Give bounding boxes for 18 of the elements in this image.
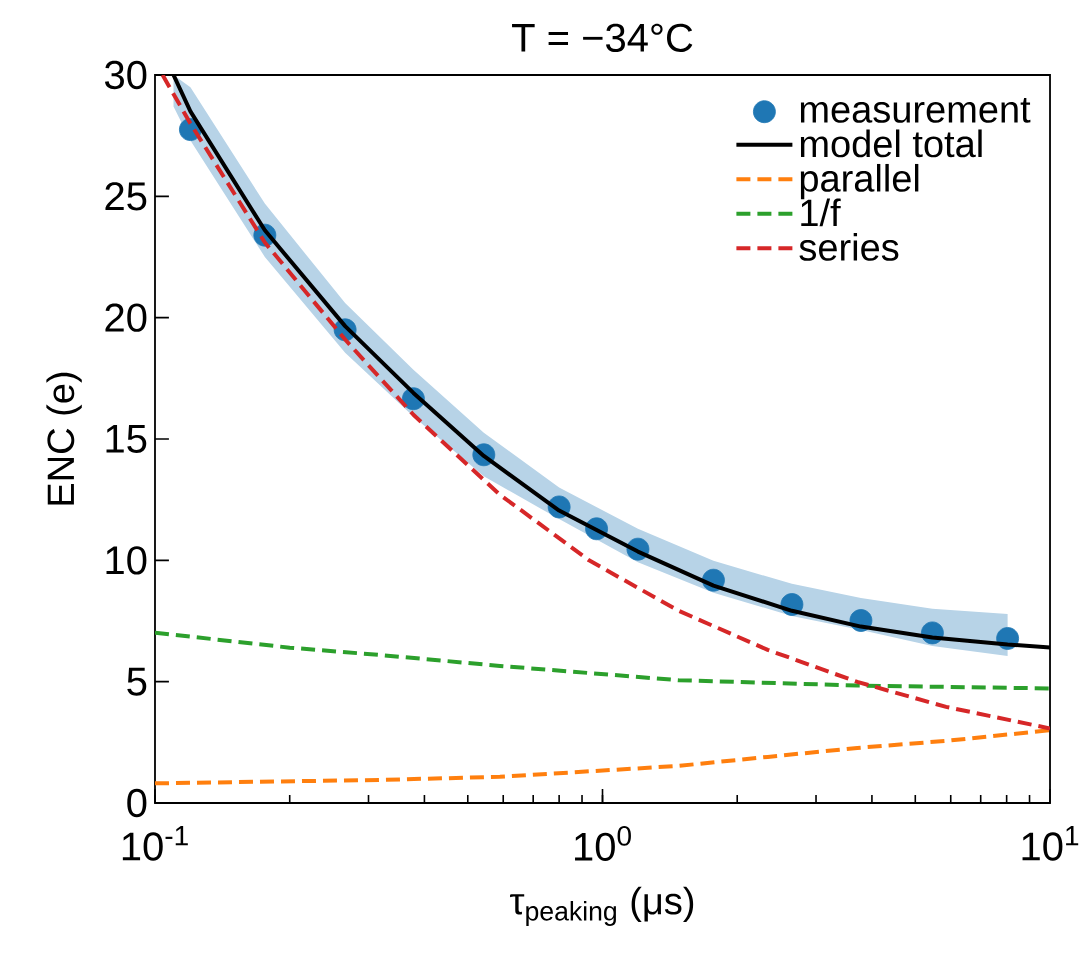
legend-label: 1/f bbox=[801, 198, 841, 227]
chart-title: T = −34°C bbox=[512, 23, 693, 53]
legend-label: series bbox=[799, 232, 899, 261]
y-tick-label: 15 bbox=[106, 425, 147, 453]
y-tick-label: 25 bbox=[105, 182, 147, 211]
y-axis-title: ENC (e) bbox=[46, 372, 82, 505]
y-tick-label: 5 bbox=[127, 667, 147, 696]
legend-label: measurement bbox=[800, 97, 1031, 123]
legend-label: parallel bbox=[800, 163, 919, 200]
y-tick-label: 10 bbox=[106, 546, 147, 575]
x-axis-title: τ$_{peaking}$ (μs) bbox=[510, 886, 694, 926]
x-tick-label: 10$^{-1}$ bbox=[122, 826, 188, 861]
x-tick-label: 10$^{1}$ bbox=[1022, 826, 1079, 861]
y-tick-label: 30 bbox=[104, 60, 147, 90]
x-tick-label: 10$^{0}$ bbox=[575, 826, 631, 861]
y-tick-label: 20 bbox=[105, 303, 147, 332]
y-tick-label: 0 bbox=[127, 788, 147, 818]
legend-label: model total bbox=[800, 129, 982, 158]
